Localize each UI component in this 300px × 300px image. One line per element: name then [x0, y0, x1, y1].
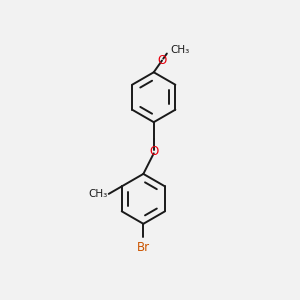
Text: O: O [157, 54, 167, 67]
Text: CH₃: CH₃ [88, 189, 108, 199]
Text: Br: Br [137, 241, 150, 254]
Text: O: O [149, 145, 158, 158]
Text: CH₃: CH₃ [170, 45, 189, 55]
